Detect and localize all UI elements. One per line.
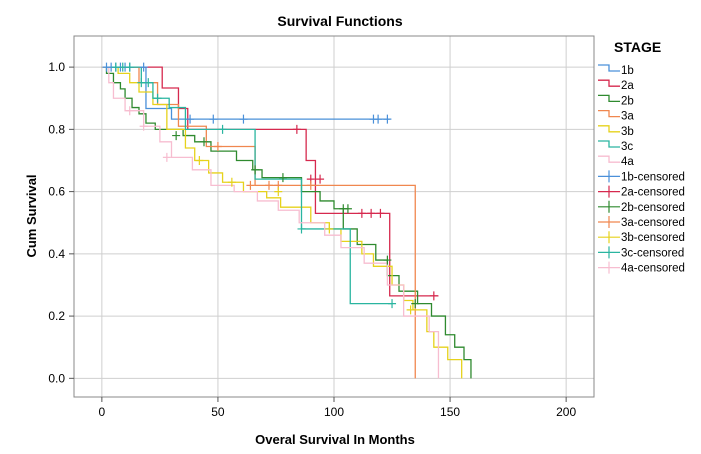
legend-label-3c: 3c bbox=[621, 141, 633, 153]
x-tick-label: 0 bbox=[99, 405, 106, 419]
y-axis-label: Cum Survival bbox=[24, 174, 39, 257]
survival-curve-4a bbox=[101, 66, 440, 379]
series-layer bbox=[101, 62, 472, 379]
censor-mark-2b-censored bbox=[343, 204, 352, 214]
survival-curve-3a bbox=[101, 66, 416, 379]
survival-curve-3b bbox=[101, 66, 463, 379]
y-tick-label: 0.8 bbox=[48, 122, 65, 136]
censor-mark-2a-censored bbox=[357, 208, 366, 218]
x-tick-label: 100 bbox=[324, 405, 344, 419]
legend-swatch-2b-censored bbox=[598, 200, 620, 213]
censor-mark-4a-censored bbox=[162, 152, 171, 162]
legend-swatch-2a-censored bbox=[598, 185, 620, 198]
legend: 1b 2a 2b 3a 3b 3c 4a 1b-censored 2a-censored 2b-c… bbox=[598, 64, 685, 275]
censor-mark-4a-censored bbox=[139, 121, 148, 131]
censor-mark-3c-censored bbox=[388, 299, 397, 309]
censor-mark-3b-censored bbox=[325, 224, 334, 234]
censor-mark-2b-censored bbox=[251, 165, 260, 175]
censor-mark-3a-censored bbox=[306, 180, 315, 190]
x-axis-label: Overal Survival In Months bbox=[255, 432, 415, 447]
censor-mark-3c-censored bbox=[111, 62, 120, 72]
censor-mark-2b-censored bbox=[172, 131, 181, 141]
legend-label-3c-censored: 3c-censored bbox=[621, 247, 684, 259]
x-tick-label: 150 bbox=[440, 405, 460, 419]
censor-mark-2b-censored bbox=[383, 255, 392, 265]
censor-mark-3b-censored bbox=[195, 155, 204, 165]
censor-mark-3c-censored bbox=[118, 62, 127, 72]
censor-mark-1b-censored bbox=[383, 114, 392, 124]
x-axis-ticks: 0 50 100 150 200 bbox=[99, 397, 576, 419]
censor-mark-3c-censored bbox=[297, 224, 306, 234]
legend-swatch-3a bbox=[598, 109, 620, 118]
legend-label-4a-censored: 4a-censored bbox=[621, 263, 685, 275]
censor-mark-3c-censored bbox=[153, 93, 162, 103]
legend-swatch-4a bbox=[598, 155, 620, 163]
legend-label-2a: 2a bbox=[621, 80, 634, 92]
y-axis-ticks: 0.0 0.2 0.4 0.6 0.8 1.0 bbox=[48, 60, 74, 385]
legend-label-3b: 3b bbox=[621, 126, 634, 138]
legend-swatch-3b-censored bbox=[598, 231, 620, 244]
censor-mark-3c-censored bbox=[125, 62, 134, 72]
censor-mark-2b-censored bbox=[278, 173, 287, 183]
censor-mark-1b-censored bbox=[209, 114, 218, 124]
legend-swatch-2b bbox=[598, 94, 620, 103]
legend-label-1b-censored: 1b-censored bbox=[621, 171, 685, 183]
censor-mark-2a-censored bbox=[316, 174, 325, 184]
x-tick-label: 200 bbox=[556, 405, 576, 419]
censor-mark-3c-censored bbox=[144, 78, 153, 88]
y-tick-label: 0.4 bbox=[48, 247, 65, 261]
censor-mark-3b-censored bbox=[406, 305, 415, 315]
legend-label-3b-censored: 3b-censored bbox=[621, 232, 685, 244]
legend-swatch-1b-censored bbox=[598, 170, 620, 183]
censor-mark-4a-censored bbox=[125, 106, 134, 116]
legend-swatch-3b bbox=[598, 125, 620, 133]
censor-mark-2a-censored bbox=[292, 124, 301, 134]
legend-swatch-1b bbox=[598, 64, 620, 72]
legend-label-2a-censored: 2a-censored bbox=[621, 187, 685, 199]
censor-mark-3c-censored bbox=[137, 78, 146, 88]
legend-label-2b: 2b bbox=[621, 95, 634, 107]
legend-swatch-3c bbox=[598, 140, 620, 148]
censor-mark-2b-censored bbox=[411, 299, 420, 309]
legend-swatch-3c-censored bbox=[598, 246, 620, 259]
censor-mark-2a-censored bbox=[367, 208, 376, 218]
censor-mark-3a-censored bbox=[213, 141, 222, 151]
censor-mark-3a-censored bbox=[265, 180, 273, 190]
y-tick-label: 1.0 bbox=[48, 60, 65, 74]
legend-swatch-3a-censored bbox=[598, 216, 620, 228]
censor-mark-1b-censored bbox=[139, 62, 148, 72]
censor-mark-1b-censored bbox=[186, 114, 195, 124]
x-tick-label: 50 bbox=[211, 405, 225, 419]
legend-label-4a: 4a bbox=[621, 156, 634, 168]
y-tick-label: 0.0 bbox=[48, 371, 65, 385]
survival-curve-1b bbox=[101, 66, 390, 120]
censor-mark-1b-censored bbox=[374, 114, 383, 124]
censor-mark-2b-censored bbox=[200, 137, 208, 147]
legend-swatch-2a bbox=[598, 79, 620, 87]
censor-mark-1b-censored bbox=[239, 114, 248, 124]
censor-mark-2a-censored bbox=[376, 208, 385, 218]
grid-lines bbox=[74, 36, 594, 397]
censor-mark-3a-censored bbox=[246, 180, 255, 190]
legend-swatch-4a-censored bbox=[598, 261, 620, 274]
censor-mark-3b-censored bbox=[274, 187, 283, 197]
legend-label-1b: 1b bbox=[621, 65, 634, 77]
survival-curve-2b bbox=[101, 66, 472, 379]
legend-label-2b-censored: 2b-censored bbox=[621, 202, 685, 214]
censor-mark-3b-censored bbox=[227, 177, 236, 187]
y-tick-label: 0.2 bbox=[48, 309, 65, 323]
chart-title: Survival Functions bbox=[277, 13, 402, 29]
legend-label-3a: 3a bbox=[621, 111, 634, 123]
y-tick-label: 0.6 bbox=[48, 185, 65, 199]
legend-label-3a-censored: 3a-censored bbox=[621, 217, 685, 229]
legend-title: STAGE bbox=[614, 39, 661, 55]
censor-mark-2a-censored bbox=[429, 291, 438, 301]
censor-mark-3c-censored bbox=[218, 124, 227, 134]
